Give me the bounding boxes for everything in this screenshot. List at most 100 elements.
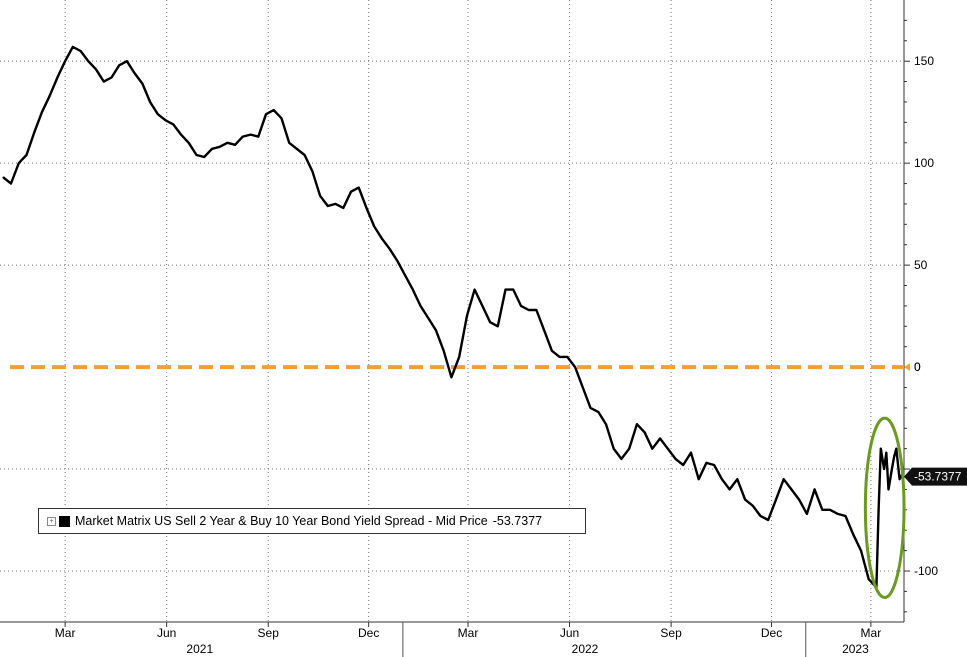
data-point [883, 468, 886, 470]
x-month-label: Mar [458, 626, 479, 640]
last-value-tag [904, 467, 967, 486]
data-point [844, 515, 847, 517]
data-point [334, 203, 337, 205]
data-point [164, 119, 167, 122]
data-point [481, 305, 484, 307]
data-point [520, 305, 522, 307]
data-point [442, 349, 445, 352]
data-point [643, 431, 646, 434]
legend-expand-icon[interactable]: + [47, 516, 56, 526]
data-point [535, 309, 538, 311]
data-point [427, 317, 430, 320]
data-point [682, 464, 685, 466]
data-point [411, 288, 414, 291]
data-point [365, 207, 368, 209]
data-point [342, 207, 345, 209]
data-point [705, 462, 708, 464]
x-month-label: Dec [761, 626, 782, 640]
data-point [172, 123, 175, 126]
data-point [458, 355, 461, 358]
y-tick-label: 50 [914, 258, 928, 272]
data-point [141, 82, 144, 85]
data-point [257, 135, 260, 138]
data-point [759, 515, 762, 517]
data-point [728, 488, 731, 491]
data-point [836, 513, 839, 515]
y-tick-label: -100 [914, 564, 938, 578]
data-point [574, 366, 576, 368]
data-point [64, 60, 67, 63]
series-line [2, 45, 905, 589]
data-point [288, 141, 291, 144]
x-month-label: Sep [258, 626, 280, 640]
data-point [805, 513, 808, 515]
data-point [226, 141, 229, 144]
data-point [893, 455, 895, 458]
data-point [95, 68, 97, 71]
data-point [234, 143, 237, 146]
data-point [211, 147, 213, 150]
data-point [713, 464, 716, 466]
data-point [48, 94, 51, 97]
x-year-label: 2022 [572, 642, 599, 656]
zero-tag-text: 0 [914, 360, 921, 374]
data-point [241, 135, 244, 138]
data-point [867, 578, 870, 581]
data-point [466, 315, 468, 317]
data-point [666, 447, 669, 450]
data-point [550, 349, 553, 352]
legend-swatch [59, 515, 70, 527]
data-point [790, 488, 793, 491]
y-tick-label: 0 [914, 360, 921, 374]
data-point [350, 190, 352, 193]
data-point [326, 205, 329, 207]
data-point [597, 411, 600, 413]
data-point [651, 447, 654, 450]
data-point [195, 154, 198, 156]
zero-tag-marker [904, 363, 910, 372]
data-point [357, 186, 360, 189]
data-point [612, 447, 615, 450]
data-point [25, 154, 28, 156]
data-point [311, 170, 314, 173]
data-point [133, 72, 136, 75]
data-point [767, 519, 770, 521]
data-point [527, 309, 530, 311]
data-point [736, 478, 739, 481]
data-point [879, 447, 882, 450]
data-point [798, 498, 801, 501]
x-month-label: Jun [560, 626, 579, 640]
data-point [697, 478, 700, 481]
data-point [885, 451, 888, 454]
data-point [887, 488, 890, 491]
data-point [404, 274, 406, 277]
data-point [56, 76, 59, 79]
legend[interactable]: + Market Matrix US Sell 2 Year & Buy 10 … [38, 508, 586, 534]
data-point [303, 154, 306, 156]
data-point [496, 325, 499, 328]
data-point [690, 451, 692, 454]
data-point [249, 133, 252, 136]
data-point [489, 321, 491, 324]
data-point [860, 549, 862, 552]
legend-series-value: -53.7377 [492, 514, 543, 528]
legend-series-name: Market Matrix US Sell 2 Year & Buy 10 Ye… [75, 514, 488, 528]
data-point [319, 194, 321, 197]
data-point [782, 478, 785, 481]
data-point [852, 533, 855, 536]
data-point [829, 508, 831, 511]
grid [0, 0, 904, 622]
data-point [890, 468, 893, 470]
data-point [435, 329, 437, 332]
data-point [381, 237, 383, 240]
data-point [877, 508, 880, 511]
data-point [512, 288, 515, 291]
data-point [744, 498, 746, 501]
x-year-label: 2021 [186, 642, 213, 656]
data-point [87, 60, 90, 63]
x-month-label: Dec [358, 626, 379, 640]
data-point [388, 247, 391, 250]
x-year-label: 2023 [842, 642, 869, 656]
